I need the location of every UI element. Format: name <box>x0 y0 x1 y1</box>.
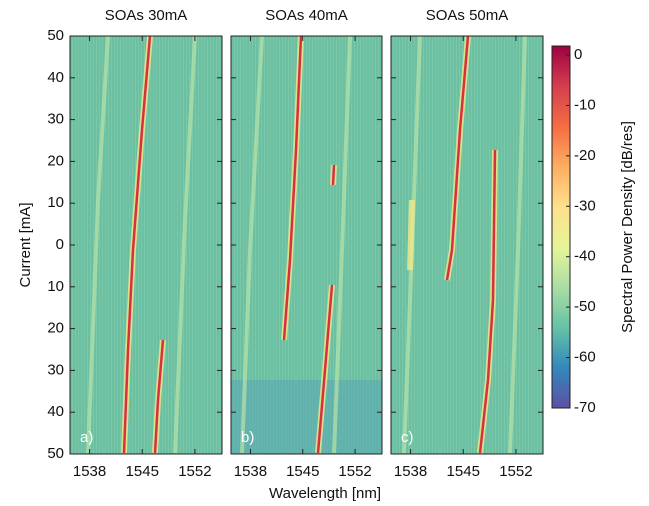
y-tick-label: 50 <box>47 445 64 462</box>
x-tick-label: 1538 <box>73 463 106 480</box>
colorbar-tick-label: -50 <box>574 298 596 315</box>
x-tick-label: 1545 <box>447 463 480 480</box>
x-tick-label: 1545 <box>286 463 319 480</box>
x-tick-label: 1552 <box>178 463 211 480</box>
colorbar-tick-label: -20 <box>574 147 596 164</box>
panel-label: c) <box>401 429 414 446</box>
panel-title: SOAs 40mA <box>265 7 348 24</box>
panel-label: b) <box>241 429 254 446</box>
y-tick-label: 0 <box>56 236 64 253</box>
ridges <box>86 36 197 454</box>
panels <box>69 35 544 455</box>
colorbar-tick-label: -60 <box>574 349 596 366</box>
colorbar <box>551 45 571 409</box>
panel-title: SOAs 30mA <box>105 7 188 24</box>
colorbar-tick-label: -30 <box>574 197 596 214</box>
colorbar-tick-label: -70 <box>574 399 596 416</box>
colorbar-tick-label: -40 <box>574 248 596 265</box>
colorbar-tick-label: -10 <box>574 96 596 113</box>
colorbar-label: Spectral Power Density [dB/res] <box>619 121 636 333</box>
ridges <box>402 36 527 454</box>
panel-title: SOAs 50mA <box>426 7 509 24</box>
y-tick-label: 30 <box>47 361 64 378</box>
y-tick-label: 10 <box>47 194 64 211</box>
y-tick-label: 20 <box>47 320 64 337</box>
y-tick-label: 40 <box>47 403 64 420</box>
x-tick-label: 1538 <box>394 463 427 480</box>
y-tick-label: 20 <box>47 152 64 169</box>
y-tick-label: 50 <box>47 27 64 44</box>
colorbar-tick-label: 0 <box>574 46 582 63</box>
y-tick-label: 30 <box>47 111 64 128</box>
x-axis-label: Wavelength [nm] <box>269 485 381 502</box>
x-tick-label: 1538 <box>234 463 267 480</box>
y-tick-label: 10 <box>47 278 64 295</box>
x-tick-label: 1545 <box>126 463 159 480</box>
ridges <box>240 36 352 454</box>
y-tick-label: 40 <box>47 69 64 86</box>
panel-label: a) <box>80 429 93 446</box>
y-axis-label: Current [mA] <box>17 202 34 287</box>
x-tick-label: 1552 <box>499 463 532 480</box>
heatmap-region <box>231 380 382 454</box>
x-tick-label: 1552 <box>338 463 371 480</box>
